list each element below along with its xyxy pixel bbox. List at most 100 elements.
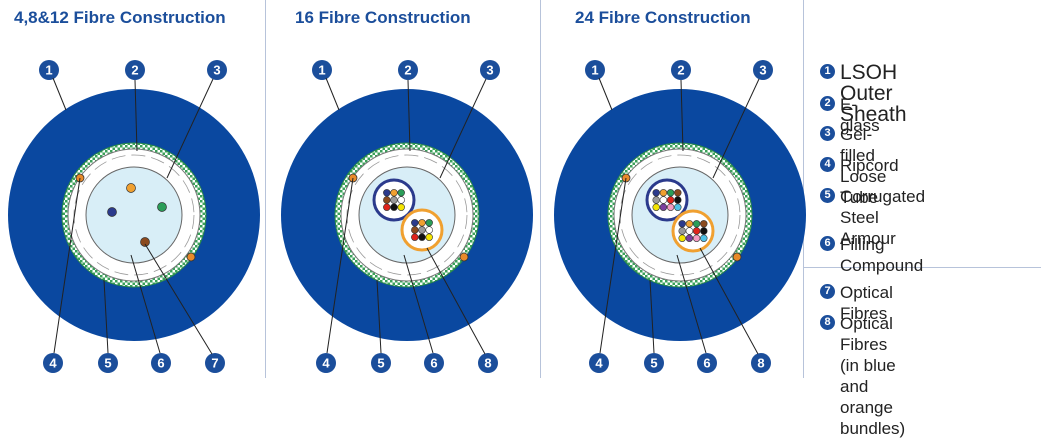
cable-cross-sections: 1 2 3 4 5 6 7 1 2 3 4 5 6 8 1 2 3 4 5 6 8 bbox=[8, 60, 806, 373]
callout-number: 3 bbox=[486, 63, 493, 78]
callout-number: 5 bbox=[377, 356, 384, 371]
callout-badge-circle bbox=[205, 353, 225, 373]
legend-divider bbox=[803, 267, 1041, 268]
callout-badge-circle bbox=[589, 353, 609, 373]
leader-line bbox=[403, 254, 434, 354]
panel-divider-1 bbox=[265, 0, 266, 378]
callout-badge-circle bbox=[207, 60, 227, 80]
leader-line bbox=[407, 79, 411, 152]
callout-badge-3: 3 bbox=[207, 60, 227, 80]
optical-fibre bbox=[397, 196, 405, 204]
leader-line bbox=[439, 78, 487, 179]
callout-badge-8: 8 bbox=[751, 353, 771, 373]
optical-fibre bbox=[140, 237, 150, 247]
callout-number: 5 bbox=[650, 356, 657, 371]
optical-fibre bbox=[157, 202, 167, 212]
legend-label: LSOH Outer Sheath bbox=[840, 61, 907, 126]
callout-badge-circle bbox=[43, 353, 63, 373]
leader-line bbox=[712, 78, 760, 179]
optical-fibre bbox=[685, 227, 694, 235]
optical-fibre bbox=[390, 203, 398, 211]
callout-number: 8 bbox=[484, 356, 491, 371]
armour-edge bbox=[334, 142, 480, 288]
legend-item-8: 8 Optical Fibres (in blue and orange bund… bbox=[820, 313, 905, 439]
optical-fibre bbox=[418, 233, 426, 241]
leader-line bbox=[676, 254, 707, 354]
legend-item-1: 1 LSOH Outer Sheath bbox=[820, 62, 907, 125]
callout-badge-5: 5 bbox=[98, 353, 118, 373]
leader-line bbox=[53, 177, 81, 354]
leader-line bbox=[699, 247, 759, 355]
optical-fibre bbox=[666, 203, 675, 211]
callout-number: 4 bbox=[49, 356, 57, 371]
callout-number: 8 bbox=[757, 356, 764, 371]
callout-number: 2 bbox=[131, 63, 138, 78]
optical-fibre bbox=[411, 219, 419, 227]
legend-badge: 7 bbox=[820, 284, 835, 299]
optical-fibre bbox=[390, 196, 398, 204]
callout-badge-2: 2 bbox=[398, 60, 418, 80]
callout-badge-5: 5 bbox=[644, 353, 664, 373]
leader-line bbox=[326, 177, 354, 354]
leader-line bbox=[130, 254, 161, 354]
callout-number: 6 bbox=[430, 356, 437, 371]
optical-fibre bbox=[383, 196, 391, 204]
callout-badge-6: 6 bbox=[697, 353, 717, 373]
optical-fibre bbox=[652, 203, 660, 211]
callout-number: 2 bbox=[404, 63, 411, 78]
callout-badge-2: 2 bbox=[125, 60, 145, 80]
legend-item-6: 6 Filling Compound bbox=[820, 234, 923, 276]
legend-badge: 2 bbox=[820, 96, 835, 111]
optical-fibre bbox=[425, 226, 433, 234]
optical-fibre bbox=[411, 226, 419, 234]
optical-fibre bbox=[685, 234, 694, 242]
leader-line bbox=[376, 279, 382, 354]
callout-badge-circle bbox=[151, 353, 171, 373]
callout-badge-circle bbox=[125, 60, 145, 80]
optical-fibre bbox=[692, 220, 701, 228]
callout-number: 3 bbox=[759, 63, 766, 78]
optical-fibre bbox=[700, 220, 708, 228]
blue-fibre-bundle bbox=[372, 178, 416, 222]
optical-fibre bbox=[692, 234, 701, 242]
callout-badge-4: 4 bbox=[43, 353, 63, 373]
ripcord bbox=[186, 252, 196, 262]
callout-number: 5 bbox=[104, 356, 111, 371]
legend-badge: 8 bbox=[820, 315, 835, 330]
callout-badge-circle bbox=[371, 353, 391, 373]
panel-title-2: 16 Fibre Construction bbox=[295, 8, 471, 27]
legend-item-7: 7 Optical Fibres bbox=[820, 282, 893, 324]
optical-fibre bbox=[126, 183, 136, 193]
optical-fibre bbox=[390, 189, 398, 197]
leader-line bbox=[649, 279, 655, 354]
callout-number: 1 bbox=[318, 63, 325, 78]
callout-badge-circle bbox=[316, 353, 336, 373]
optical-fibre bbox=[383, 189, 391, 197]
callout-badge-circle bbox=[671, 60, 691, 80]
ripcord bbox=[459, 252, 469, 262]
optical-fibre bbox=[652, 189, 660, 197]
optical-fibre bbox=[425, 233, 433, 241]
leader-line bbox=[599, 177, 627, 354]
leader-line bbox=[166, 78, 214, 179]
legend-badge: 3 bbox=[820, 126, 835, 141]
leader-line bbox=[325, 77, 340, 111]
optical-fibre bbox=[685, 220, 694, 228]
callout-badge-3: 3 bbox=[480, 60, 500, 80]
callout-badge-6: 6 bbox=[151, 353, 171, 373]
legend-label: Gel-filled Loose Tube bbox=[840, 125, 887, 207]
callout-badge-1: 1 bbox=[312, 60, 332, 80]
callout-badge-8: 8 bbox=[478, 353, 498, 373]
callout-number: 2 bbox=[677, 63, 684, 78]
callout-badge-circle bbox=[585, 60, 605, 80]
legend-badge: 1 bbox=[820, 64, 835, 79]
optical-fibre bbox=[107, 207, 117, 217]
callout-badge-6: 6 bbox=[424, 353, 444, 373]
optical-fibre bbox=[678, 234, 686, 242]
callout-number: 4 bbox=[595, 356, 603, 371]
optical-fibre bbox=[666, 189, 675, 197]
panel-title-3: 24 Fibre Construction bbox=[575, 8, 751, 27]
optical-fibre bbox=[652, 196, 660, 204]
legend-item-2: 2 E-glass bbox=[820, 94, 880, 136]
optical-fibre bbox=[692, 227, 701, 235]
